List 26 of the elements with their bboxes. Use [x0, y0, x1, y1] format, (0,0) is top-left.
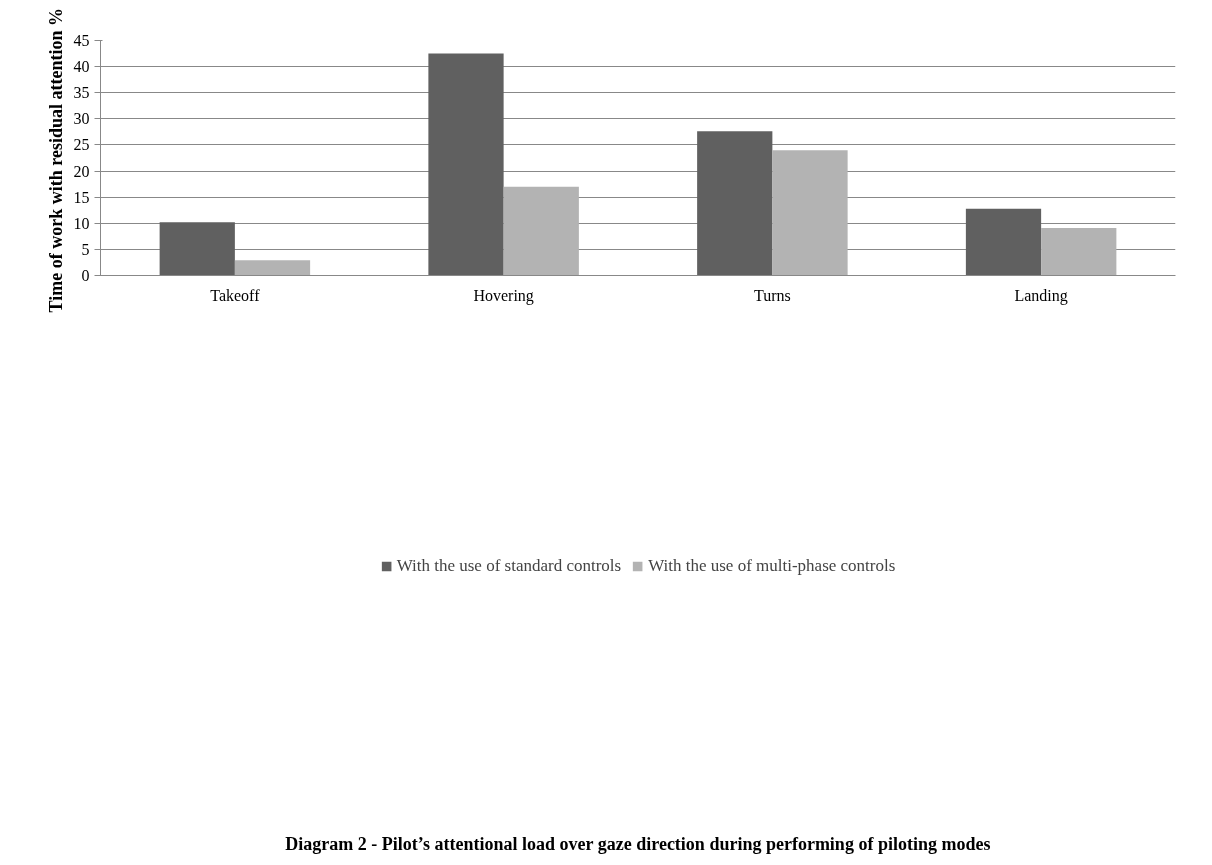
y-tick-label: 25	[73, 136, 90, 154]
x-tick-label: Takeoff	[210, 286, 261, 304]
bar	[234, 260, 311, 276]
y-tick-label: 35	[73, 84, 90, 102]
bar	[965, 208, 1042, 276]
x-tick-label: Hovering	[473, 286, 534, 305]
text: Diagram 2 - Pilot’s attentional load over gaze direction during performing of piloting modes	[285, 833, 991, 854]
y-tick-label: 40	[73, 58, 90, 76]
y-tick-label: 45	[73, 32, 90, 49]
legend-label: With the use of multi-phase controls	[648, 555, 896, 576]
y-tick-label: 0	[81, 267, 90, 284]
y-tick-label: 20	[73, 162, 90, 180]
y-tick-label: 30	[73, 110, 90, 128]
bar	[697, 131, 773, 276]
x-tick-label: Turns	[753, 286, 791, 304]
legend-label: With the use of standard controls	[396, 555, 622, 576]
bar	[428, 53, 504, 276]
y-tick-label: 15	[73, 188, 90, 206]
bar	[503, 186, 579, 276]
y-axis-title: Time of work with residual attention %	[45, 8, 66, 313]
bar	[772, 150, 848, 276]
x-tick-label: Landing	[1014, 286, 1068, 305]
y-tick-label: 5	[81, 240, 90, 258]
bar	[159, 222, 235, 276]
y-tick-label: 10	[73, 214, 90, 232]
bar	[1041, 227, 1117, 276]
